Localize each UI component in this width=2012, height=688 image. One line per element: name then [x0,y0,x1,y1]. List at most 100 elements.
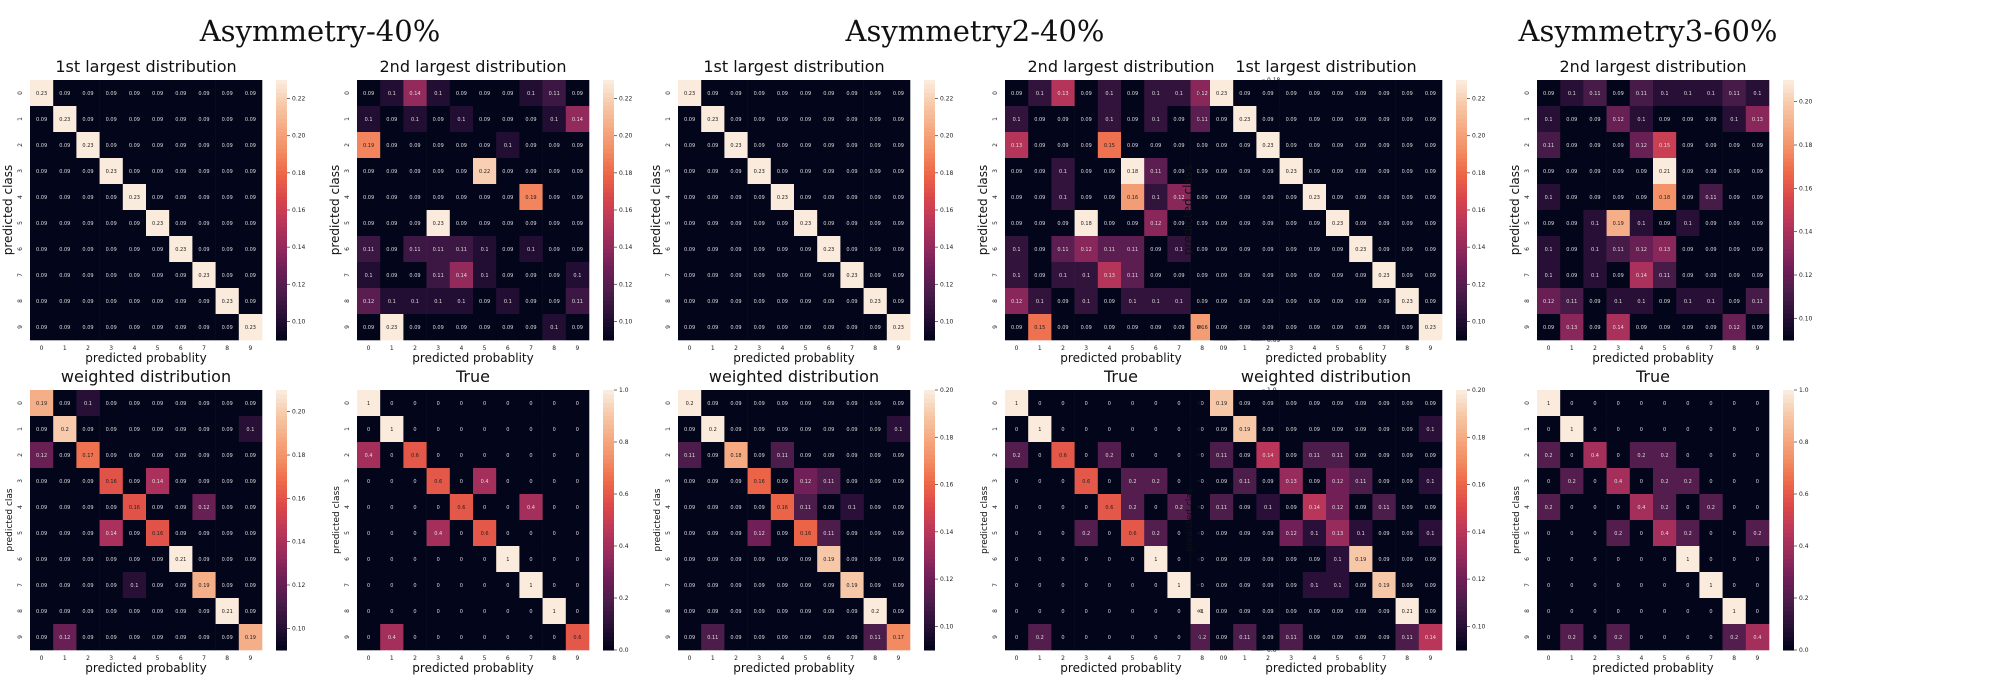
y-tick-label: 7 [1524,273,1531,277]
heatmap-cell [1028,390,1052,417]
x-tick-label: 0 [367,345,371,352]
colorbar-segment [924,296,935,302]
heatmap-cell [146,288,170,315]
cell-value-label: 0.1 [1357,531,1365,537]
cell-value-label: 0 [1015,557,1018,563]
cell-value-label: 0.09 [82,247,93,253]
colorbar-segment [1456,197,1467,202]
colorbar-tick-label: 0.12 [619,281,633,288]
cell-value-label: 0.09 [198,91,209,97]
cell-value-label: 0.09 [1589,143,1600,149]
cell-value-label: 0.09 [1613,195,1624,201]
x-tick-label: 9 [1755,345,1759,352]
cell-value-label: 0 [1617,427,1620,433]
heatmap-cell [701,416,725,443]
cell-value-label: 0 [437,635,440,641]
cell-value-label: 0 [1640,609,1643,615]
cell-value-label: 0.09 [730,479,741,485]
cell-value-label: 0.09 [502,169,513,175]
colorbar-segment [924,437,935,443]
colorbar-segment [1456,507,1467,512]
heatmap-cell [770,262,795,289]
colorbar-segment [276,331,287,337]
cell-value-label: 0 [506,583,509,589]
cell-value-label: 0.1 [1545,247,1553,253]
heatmap-cell [886,314,911,341]
cell-value-label: 0.23 [82,143,93,149]
heatmap-cell [519,572,543,599]
colorbar-segment [276,602,287,608]
cell-value-label: 0.09 [129,143,140,149]
cell-value-label: 0.09 [1150,143,1161,149]
cell-value-label: 0 [576,479,579,485]
cell-value-label: 0.23 [707,117,718,123]
heatmap-cell [794,598,818,625]
y-tick-label: 2 [665,453,672,457]
cell-value-label: 0.09 [82,557,93,563]
cell-value-label: 0.1 [84,401,92,407]
cell-value-label: 0.11 [1104,247,1115,253]
cell-value-label: 0.09 [893,453,904,459]
cell-value-label: 0.09 [363,169,374,175]
cell-value-label: 0.09 [1332,609,1343,615]
colorbar-segment [1783,283,1794,289]
cell-value-label: 0.09 [1057,143,1068,149]
colorbar-segment [1783,275,1794,280]
cell-value-label: 0.09 [1402,583,1413,589]
heatmap-cell [542,314,567,341]
heatmap-cell [99,236,124,263]
heatmap-cell [496,184,520,211]
cell-value-label: 0.09 [129,635,140,641]
y-tick-label: 4 [665,505,672,509]
cell-value-label: 0.09 [1682,273,1693,279]
heatmap-cell [817,262,841,289]
heatmap-cell [1051,106,1075,133]
colorbar-tick-label: 0.20 [619,133,633,140]
colorbar-segment [1456,593,1467,599]
cell-value-label: 1 [1547,401,1550,407]
heatmap-cell [99,598,124,625]
cell-value-label: 0.09 [730,583,741,589]
colorbar-tick-label: 0.16 [940,482,954,489]
heatmap-cell [449,624,474,651]
colorbar-segment [603,158,614,163]
cell-value-label: 0.09 [707,91,718,97]
heatmap-cell [1190,262,1215,289]
heatmap-cell [701,314,725,341]
colorbar-segment [276,309,287,315]
colorbar-segment [603,171,614,176]
heatmap-cell [380,390,404,417]
colorbar-segment [924,455,935,460]
cell-value-label: 0.09 [800,117,811,123]
cell-value-label: 0.09 [1355,505,1366,511]
x-tick-label: 1 [390,345,394,352]
y-tick-label: 8 [344,299,351,303]
x-tick-label: 5 [804,655,808,662]
cell-value-label: 0 [483,583,486,589]
heatmap-cell [886,288,911,315]
colorbar-tick-label: 0.20 [1472,133,1486,140]
cell-value-label: 0.09 [245,609,256,615]
heatmap-cell [449,262,474,289]
cell-value-label: 0.09 [245,479,256,485]
heatmap-cell [1097,468,1122,495]
y-tick-label: 9 [17,325,24,329]
heatmap-cell [770,416,795,443]
colorbar-segment [924,567,935,573]
cell-value-label: 0.1 [411,117,419,123]
colorbar-segment [276,335,287,341]
colorbar-segment [1783,602,1794,608]
colorbar-segment [1783,101,1794,107]
cell-value-label: 0 [437,583,440,589]
colorbar-segment [1783,227,1794,233]
cell-value-label: 0.23 [1262,143,1273,149]
cell-value-label: 0 [1108,401,1111,407]
heatmap-cell [380,80,404,107]
cell-value-label: 0.09 [823,91,834,97]
cell-value-label: 0.09 [129,169,140,175]
heatmap-cell [53,262,77,289]
heatmap-cell [380,494,404,521]
cell-value-label: 0.1 [1684,221,1692,227]
